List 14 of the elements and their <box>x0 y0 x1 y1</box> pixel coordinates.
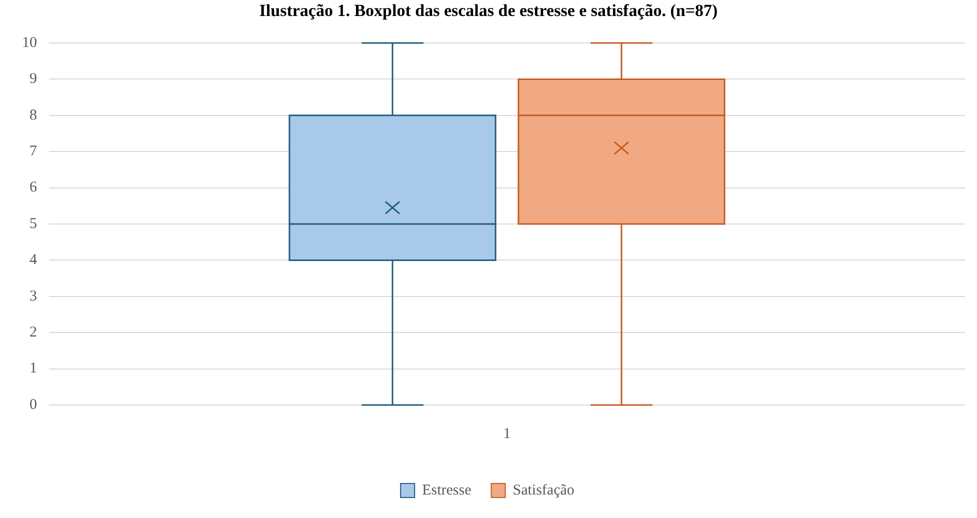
y-tick-label: 2 <box>30 324 37 341</box>
y-tick-label: 1 <box>30 360 37 377</box>
y-tick-label: 6 <box>30 180 38 196</box>
legend-label: Satisfação <box>512 482 574 498</box>
y-tick-label: 10 <box>22 34 37 51</box>
y-tick-label: 3 <box>30 288 37 304</box>
y-tick-label: 5 <box>30 216 37 232</box>
y-tick-label: 0 <box>30 396 37 413</box>
y-tick-label: 7 <box>30 144 38 160</box>
chart-title: Ilustração 1. Boxplot das escalas de estresse e satisfação. (n=87) <box>258 0 719 22</box>
legend-label: Estresse <box>422 482 472 498</box>
y-tick-label: 8 <box>30 107 37 124</box>
y-tick-label: 9 <box>30 71 37 88</box>
y-tick-label: 4 <box>30 252 38 268</box>
